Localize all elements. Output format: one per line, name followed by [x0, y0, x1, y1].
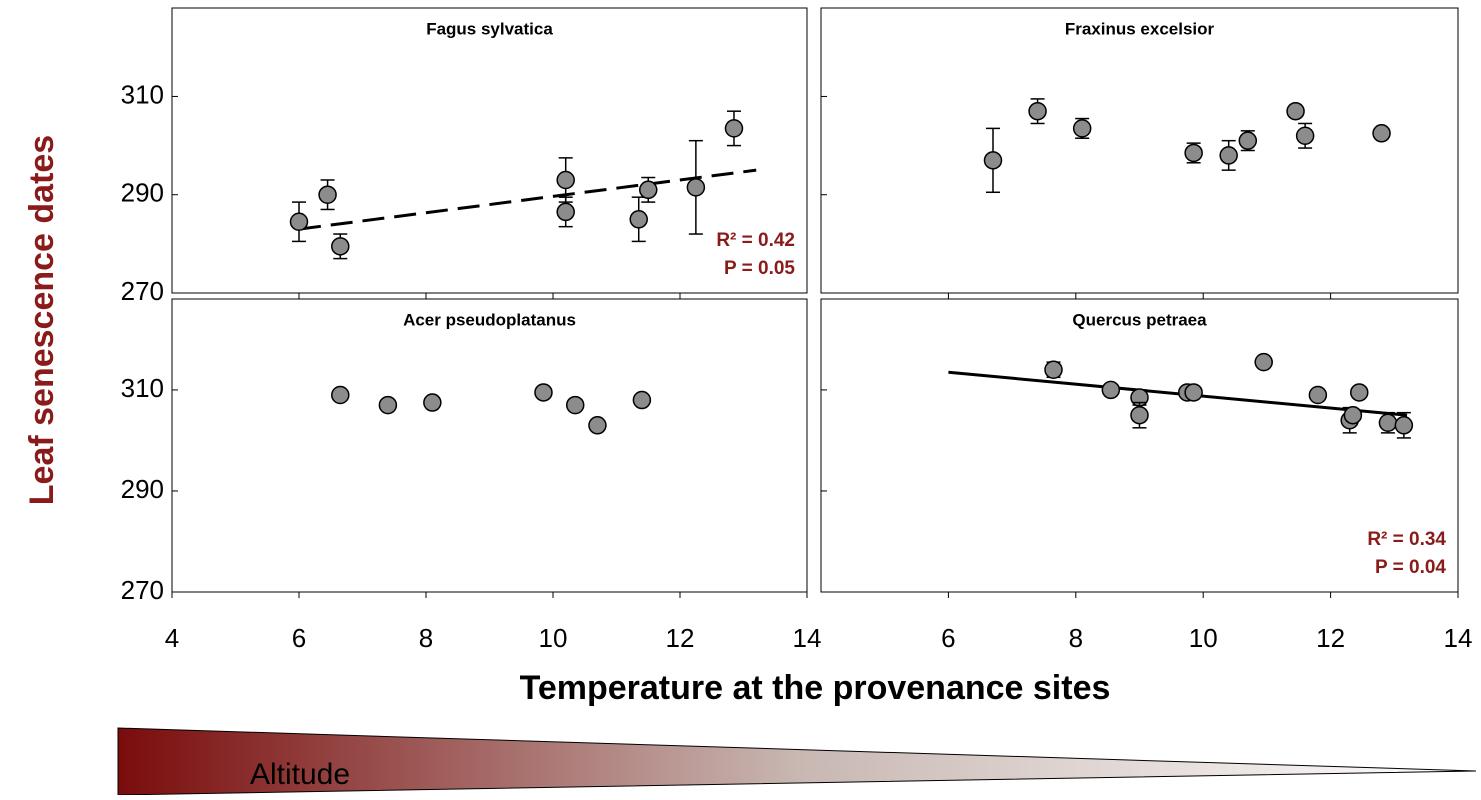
x-tick-label: 10 [1189, 623, 1218, 653]
x-tick-label: 8 [1069, 623, 1083, 653]
panel-title: Quercus petraea [1072, 310, 1207, 329]
x-tick-label: 12 [1316, 623, 1345, 653]
point [331, 237, 350, 256]
point [1394, 416, 1414, 435]
stat-annotation: P = 0.04 [1375, 557, 1446, 578]
y-axis-label: Leaf senescence dates [23, 135, 61, 505]
panel-title: Fraxinus excelsior [1065, 19, 1215, 38]
y-tick-label: 290 [121, 178, 164, 208]
point [1238, 131, 1258, 150]
point [1130, 405, 1149, 425]
point [588, 416, 607, 435]
x-tick-label: 6 [292, 623, 306, 653]
y-tick-label: 270 [121, 575, 164, 605]
stat-annotation: R² = 0.34 [1367, 529, 1446, 550]
panel-title: Acer pseudoplatanus [403, 310, 576, 329]
altitude-gradient [117, 727, 1477, 796]
point [1286, 101, 1305, 121]
point [1101, 380, 1121, 400]
y-tick-label: 270 [121, 276, 164, 306]
point [1350, 383, 1369, 402]
point [565, 395, 585, 415]
x-tick-label: 4 [165, 623, 179, 653]
point [639, 180, 658, 200]
gradient-label: Altitude [250, 758, 350, 791]
y-tick-label: 310 [121, 373, 164, 403]
point [724, 119, 744, 138]
point [1184, 383, 1203, 402]
panel-frame [171, 7, 808, 294]
point [331, 385, 350, 405]
point [1295, 126, 1315, 146]
x-tick-label: 6 [941, 623, 955, 653]
point [1044, 360, 1063, 379]
point [1308, 385, 1328, 405]
trend-line [948, 370, 1408, 417]
x-tick-label: 12 [666, 623, 695, 653]
point [556, 170, 575, 190]
point [1372, 124, 1391, 143]
point [318, 185, 337, 204]
x-tick-label: 14 [1444, 623, 1473, 653]
point [686, 178, 706, 197]
point [1378, 413, 1398, 433]
panel-frame [820, 298, 1459, 593]
point [289, 212, 309, 231]
point [629, 210, 648, 229]
panel-frame [171, 298, 808, 593]
point [983, 151, 1003, 170]
point [1219, 146, 1238, 165]
point [534, 383, 553, 402]
point [1028, 101, 1047, 121]
x-axis-label: Temperature at the provenance sites [520, 669, 1111, 707]
trend-line [298, 168, 757, 231]
x-tick-label: 10 [539, 623, 568, 653]
point [423, 393, 442, 412]
panel-frame [820, 7, 1459, 294]
point [632, 390, 652, 410]
point [1254, 352, 1273, 372]
y-tick-label: 310 [121, 79, 164, 109]
y-tick-label: 290 [121, 474, 164, 504]
point [556, 202, 575, 222]
panel-title: Fagus sylvatica [426, 19, 553, 38]
point [1184, 143, 1203, 163]
stat-annotation: P = 0.05 [724, 258, 795, 279]
stat-annotation: R² = 0.42 [716, 230, 795, 251]
point [1343, 405, 1363, 425]
x-tick-label: 8 [419, 623, 433, 653]
x-tick-label: 14 [793, 623, 822, 653]
point [1072, 119, 1092, 138]
point [378, 395, 398, 415]
